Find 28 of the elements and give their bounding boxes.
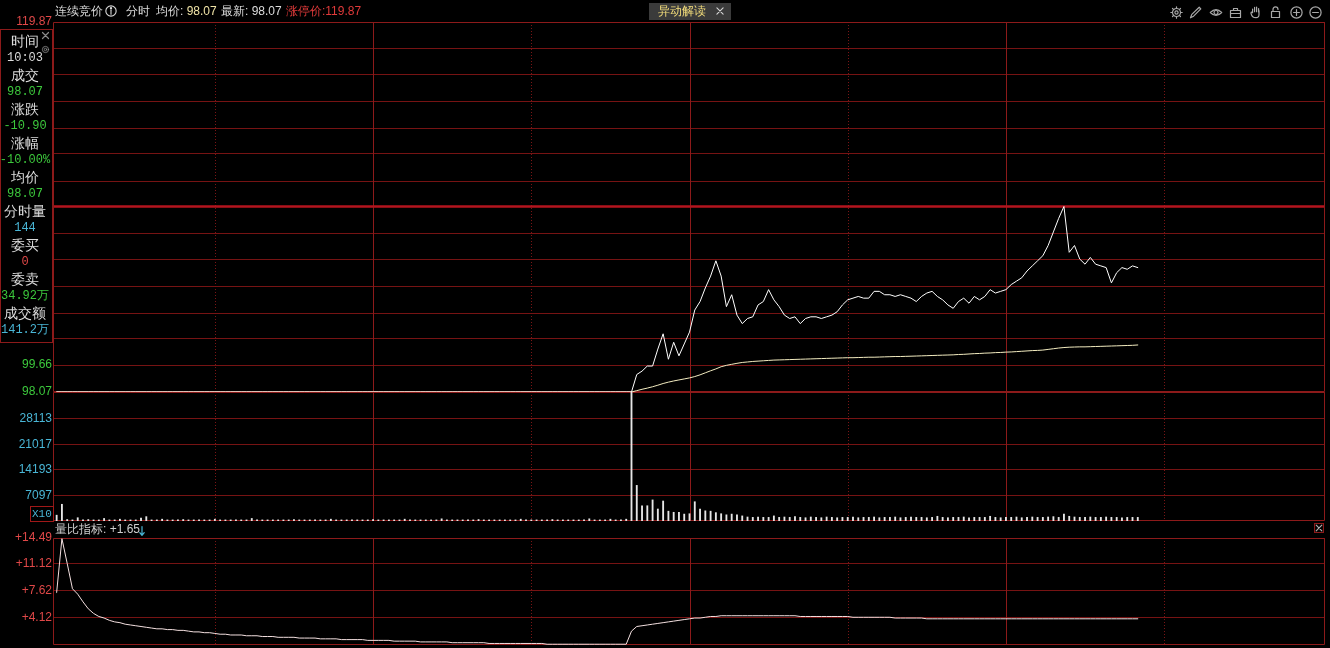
text: 异动解读 — [658, 3, 706, 19]
y-tick-label: 99.66 — [21, 357, 53, 372]
text: X10 — [30, 506, 54, 522]
text: 均价: 98.07 — [156, 3, 217, 18]
text: 分时 — [126, 3, 150, 19]
annotation: 量比指标: +1.65 — [55, 521, 141, 537]
y-tick-label: +14.49 — [14, 530, 53, 545]
text: 涨幅 -10.00% — [0, 134, 51, 169]
y-tick-label: +7.62 — [21, 583, 53, 598]
text: 涨跌 -10.90 — [3, 100, 47, 135]
text: 连续竞价 — [55, 3, 103, 19]
text: 分时量 144 — [4, 202, 46, 237]
text: 涨停价:119.87 — [286, 3, 362, 19]
y-tick-label: 28113 — [19, 411, 53, 426]
y-tick-label: 7097 — [25, 487, 53, 502]
text: 委卖 34.92万 — [0, 270, 50, 305]
y-tick-label: 14193 — [18, 461, 53, 476]
text: 时间 10:03 — [6, 32, 44, 67]
text: 委买 0 — [11, 236, 39, 271]
y-tick-label: +11.12 — [15, 556, 53, 571]
y-tick-label: 21017 — [18, 436, 53, 451]
text: 成交 98.07 — [6, 66, 44, 101]
text: 成交额 141.2万 — [0, 304, 50, 339]
y-tick-label: 119.87 — [16, 14, 53, 29]
text: 最新: 98.07 — [221, 3, 282, 19]
y-tick-label: +4.12 — [21, 610, 53, 625]
text: 均价 98.07 — [6, 168, 44, 203]
y-tick-label: 98.07 — [21, 384, 53, 399]
